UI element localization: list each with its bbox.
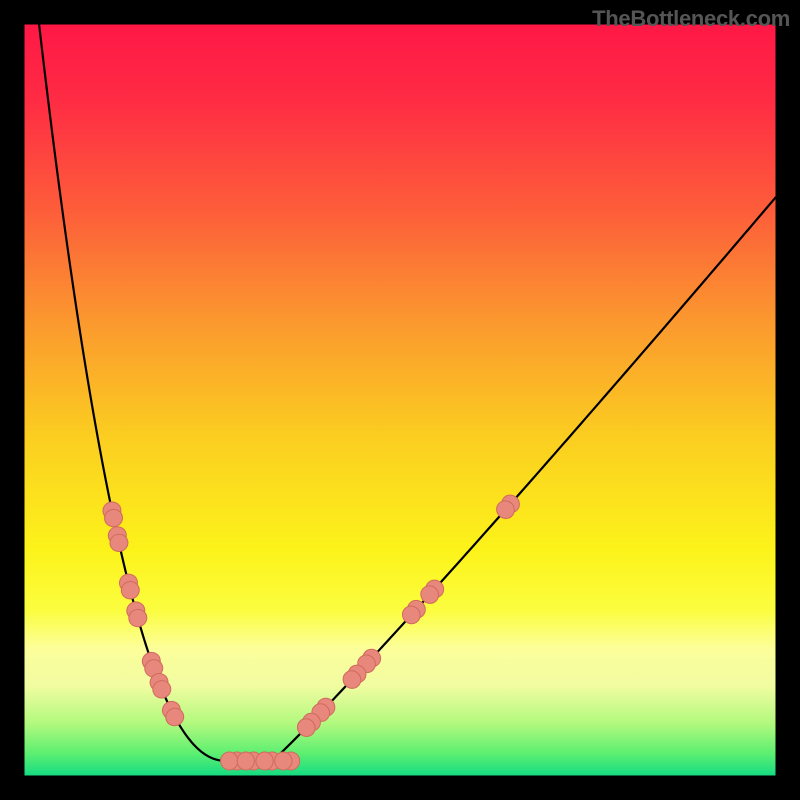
plot-background <box>24 24 776 776</box>
watermark-text: TheBottleneck.com <box>592 6 790 32</box>
bottleneck-chart <box>0 0 800 800</box>
curve-marker <box>275 752 300 770</box>
